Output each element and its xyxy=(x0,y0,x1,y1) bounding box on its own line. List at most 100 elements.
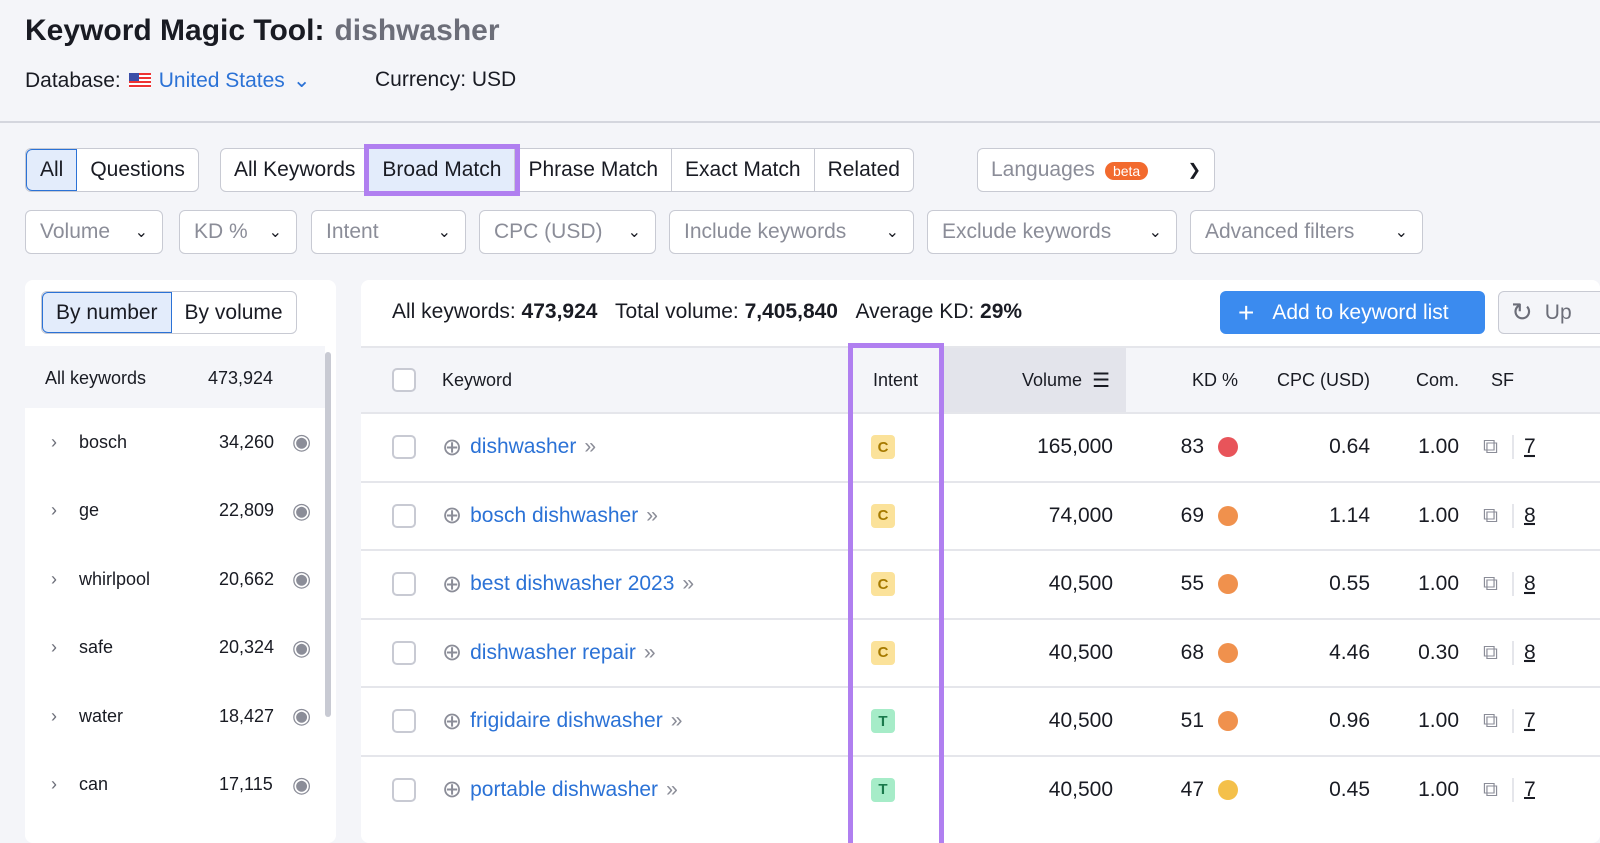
chevron-right-icon[interactable]: › xyxy=(51,500,57,520)
double-chevron-icon[interactable]: » xyxy=(670,709,683,732)
row-checkbox[interactable] xyxy=(392,435,416,459)
row-checkbox[interactable] xyxy=(392,709,416,733)
chevron-right-icon[interactable]: › xyxy=(51,705,57,726)
cpc-value: 0.55 xyxy=(1329,572,1370,595)
chevron-down-icon: ⌄ xyxy=(627,224,641,241)
keyword-link[interactable]: best dishwasher 2023 xyxy=(470,572,675,595)
serp-icon[interactable]: ⧉ xyxy=(1483,709,1498,732)
total-volume-label: Total volume: xyxy=(614,300,739,323)
add-circle-icon[interactable]: ⊕ xyxy=(442,570,463,598)
double-chevron-icon[interactable]: » xyxy=(682,572,695,595)
serp-icon[interactable]: ⧉ xyxy=(1483,777,1498,801)
tab-all-keywords[interactable]: All Keywords xyxy=(221,149,370,191)
all-keywords-value: 473,924 xyxy=(521,300,598,323)
double-chevron-icon[interactable]: » xyxy=(666,777,678,801)
row-checkbox[interactable] xyxy=(392,503,416,528)
tab-all[interactable]: All xyxy=(26,149,78,191)
languages-dropdown[interactable]: Languages beta ❯ xyxy=(977,148,1215,192)
sf-value[interactable]: 8 xyxy=(1512,503,1536,528)
database-value[interactable]: United States xyxy=(158,68,285,92)
tab-related[interactable]: Related xyxy=(827,158,900,181)
update-button[interactable]: ↻ Up xyxy=(1498,291,1600,334)
filter-dropdown[interactable]: Exclude keywords ⌄ xyxy=(927,210,1177,254)
cpc-value: 0.96 xyxy=(1329,709,1370,732)
serp-icon[interactable]: ⧉ xyxy=(1483,435,1498,458)
double-chevron-icon[interactable]: » xyxy=(646,503,658,527)
keyword-link[interactable]: bosch dishwasher xyxy=(470,503,639,527)
filter-dropdown[interactable]: Intent ⌄ xyxy=(311,210,466,254)
keyword-link[interactable]: frigidaire dishwasher xyxy=(470,709,663,732)
filter-dropdown[interactable]: Volume ⌄ xyxy=(25,210,163,254)
add-circle-icon[interactable]: ⊕ xyxy=(442,433,463,461)
eye-icon[interactable]: ◉ xyxy=(292,429,312,454)
all-keywords-row[interactable]: All keywords 473,924 xyxy=(25,346,325,408)
com-value: 1.00 xyxy=(1418,709,1459,732)
serp-icon[interactable]: ⧉ xyxy=(1483,503,1498,527)
sf-value[interactable]: 7 xyxy=(1512,777,1536,802)
column-intent[interactable]: Intent xyxy=(873,369,919,390)
cpc-value: 1.14 xyxy=(1329,503,1370,527)
keyword-group-row[interactable]: › safe 20,324 ◉ xyxy=(25,614,335,682)
chevron-down-icon[interactable]: ⌄ xyxy=(292,69,311,92)
scrollbar[interactable] xyxy=(325,352,331,717)
double-chevron-icon[interactable]: » xyxy=(643,640,656,664)
filter-dropdown[interactable]: KD % ⌄ xyxy=(179,210,297,254)
chevron-right-icon[interactable]: › xyxy=(51,568,57,589)
sf-value[interactable]: 8 xyxy=(1512,640,1536,665)
keyword-group-row[interactable]: › bosch 34,260 ◉ xyxy=(25,408,335,476)
add-circle-icon[interactable]: ⊕ xyxy=(442,707,463,735)
sf-value[interactable]: 7 xyxy=(1512,435,1536,459)
keyword-group-row[interactable]: › water 18,427 ◉ xyxy=(25,682,335,750)
column-cpc[interactable]: CPC (USD) xyxy=(1277,369,1370,390)
keyword-link[interactable]: portable dishwasher xyxy=(470,777,659,801)
by-number-button[interactable]: By number xyxy=(42,292,172,333)
chevron-down-icon: ⌄ xyxy=(1394,224,1408,241)
add-circle-icon[interactable]: ⊕ xyxy=(442,776,463,803)
database-selector[interactable]: Database: United States ⌄ xyxy=(25,68,310,93)
chevron-right-icon[interactable]: › xyxy=(51,431,57,452)
row-checkbox[interactable] xyxy=(392,777,416,802)
filter-dropdown[interactable]: CPC (USD) ⌄ xyxy=(479,210,656,254)
keyword-group-row[interactable]: › ge 22,809 ◉ xyxy=(25,477,335,545)
chevron-right-icon[interactable]: › xyxy=(51,774,57,794)
add-circle-icon[interactable]: ⊕ xyxy=(442,639,463,666)
keyword-group-row[interactable]: › can 17,115 ◉ xyxy=(25,751,335,819)
filter-dropdown[interactable]: Advanced filters ⌄ xyxy=(1190,210,1423,254)
keyword-link[interactable]: dishwasher repair xyxy=(470,640,636,664)
double-chevron-icon[interactable]: » xyxy=(584,435,597,458)
add-circle-icon[interactable]: ⊕ xyxy=(442,502,463,529)
kd-dot xyxy=(1218,505,1238,526)
keyword-group-row[interactable]: › whirlpool 20,662 ◉ xyxy=(25,545,335,613)
serp-icon[interactable]: ⧉ xyxy=(1483,640,1498,664)
eye-icon[interactable]: ◉ xyxy=(292,497,312,523)
tab-questions[interactable]: Questions xyxy=(90,158,185,181)
column-keyword[interactable]: Keyword xyxy=(442,369,513,390)
sf-value[interactable]: 8 xyxy=(1512,572,1536,596)
cpc-value: 0.45 xyxy=(1329,777,1370,801)
row-checkbox[interactable] xyxy=(392,572,416,596)
us-flag-icon xyxy=(128,73,151,88)
eye-icon[interactable]: ◉ xyxy=(292,771,312,797)
add-to-keyword-list-button[interactable]: + Add to keyword list xyxy=(1220,291,1485,334)
tab-exact-match[interactable]: Exact Match xyxy=(672,149,815,191)
serp-icon[interactable]: ⧉ xyxy=(1483,572,1498,595)
chevron-right-icon[interactable]: › xyxy=(51,637,57,657)
filter-dropdown[interactable]: Include keywords ⌄ xyxy=(669,210,914,254)
eye-icon[interactable]: ◉ xyxy=(292,634,312,660)
column-kd[interactable]: KD % xyxy=(1191,369,1238,390)
eye-icon[interactable]: ◉ xyxy=(292,566,312,591)
keyword-link[interactable]: dishwasher xyxy=(470,435,577,458)
cpc-value: 0.64 xyxy=(1329,435,1370,458)
column-sf[interactable]: SF xyxy=(1491,369,1515,390)
database-label: Database: xyxy=(25,68,121,92)
row-checkbox[interactable] xyxy=(392,640,416,665)
eye-icon[interactable]: ◉ xyxy=(292,703,312,728)
tab-broad-match[interactable]: Broad Match xyxy=(364,144,521,196)
column-volume[interactable]: Volume ☰ xyxy=(940,348,1126,412)
tab-phrase-match[interactable]: Phrase Match xyxy=(515,149,673,191)
column-com[interactable]: Com. xyxy=(1415,369,1459,390)
select-all-checkbox[interactable] xyxy=(392,368,416,392)
by-volume-button[interactable]: By volume xyxy=(184,300,283,324)
sf-value[interactable]: 7 xyxy=(1512,709,1536,733)
kd-value: 51 xyxy=(1180,709,1204,732)
